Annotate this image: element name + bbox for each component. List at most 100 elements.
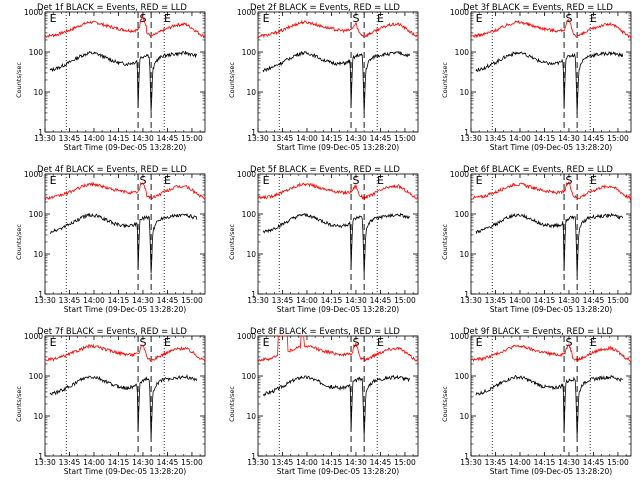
x-tick-label: 15:00 <box>394 134 416 143</box>
x-tick-label: 13:45 <box>485 458 507 467</box>
marker-label: S <box>565 336 572 349</box>
x-tick-label: 14:00 <box>509 296 531 305</box>
marker-label: E <box>263 12 270 25</box>
x-tick-label: 14:15 <box>321 296 343 305</box>
plot-frame <box>470 335 632 457</box>
x-tick-label: 13:30 <box>460 296 482 305</box>
x-axis-label: Start Time (09-Dec-05 13:28:20) <box>277 467 399 476</box>
y-axis-label: Counts/sec <box>228 224 236 260</box>
y-tick-label: 1 <box>251 128 256 137</box>
x-tick-label: 15:00 <box>394 296 416 305</box>
x-tick-label: 15:00 <box>181 296 203 305</box>
x-tick-label: 14:45 <box>157 458 179 467</box>
marker-label: E <box>50 336 57 349</box>
x-tick-label: 13:45 <box>59 296 81 305</box>
x-tick-label: 14:45 <box>157 134 179 143</box>
marker-label: E <box>377 12 384 25</box>
x-axis-label: Start Time (09-Dec-05 13:28:20) <box>64 143 186 152</box>
y-tick-label: 1 <box>251 452 256 461</box>
panel-title: Det 6f BLACK = Events, RED = LLD <box>463 165 613 175</box>
x-tick-label: 14:30 <box>558 134 580 143</box>
x-tick-label: 14:45 <box>370 296 392 305</box>
x-tick-label: 13:30 <box>34 134 56 143</box>
x-tick-label: 14:00 <box>509 134 531 143</box>
series-events-black <box>49 50 198 112</box>
x-tick-label: 15:00 <box>607 134 629 143</box>
marker-label: E <box>50 174 57 187</box>
x-tick-label: 14:00 <box>296 296 318 305</box>
y-axis-label: Counts/sec <box>441 224 449 260</box>
x-tick-label: 15:00 <box>181 458 203 467</box>
y-axis-label: Counts/sec <box>15 224 23 260</box>
x-tick-label: 13:30 <box>34 296 56 305</box>
x-tick-label: 13:45 <box>272 296 294 305</box>
panel-det-2: Det 2f BLACK = Events, RED = LLD 1 10 100 10… <box>228 3 419 152</box>
marker-label: E <box>590 12 597 25</box>
y-axis-label: Counts/sec <box>15 62 23 98</box>
y-tick-label: 10 <box>33 412 43 421</box>
y-tick-label: 100 <box>455 48 470 57</box>
plot-frame <box>470 173 632 295</box>
y-axis-label: Counts/sec <box>441 386 449 422</box>
x-tick-label: 13:30 <box>247 296 269 305</box>
x-tick-label: 14:30 <box>132 458 154 467</box>
x-tick-label: 14:30 <box>345 134 367 143</box>
marker-label: E <box>476 12 483 25</box>
y-tick-label: 1 <box>464 290 469 299</box>
panel-title: Det 2f BLACK = Events, RED = LLD <box>250 3 400 13</box>
y-axis-label: Counts/sec <box>228 386 236 422</box>
y-tick-label: 100 <box>455 210 470 219</box>
x-tick-label: 14:15 <box>108 458 130 467</box>
series-events-black <box>262 374 411 437</box>
y-tick-label: 10 <box>246 250 256 259</box>
y-tick-label: 1000 <box>24 170 43 179</box>
y-tick-label: 1 <box>464 452 469 461</box>
marker-label: E <box>476 174 483 187</box>
y-tick-label: 10 <box>459 250 469 259</box>
series-events-black <box>475 51 624 115</box>
series-lld-red <box>44 181 206 201</box>
y-tick-label: 1000 <box>450 332 469 341</box>
x-tick-label: 13:30 <box>460 458 482 467</box>
y-tick-label: 10 <box>33 250 43 259</box>
panel-det-8: Det 8f BLACK = Events, RED = LLD 1 10 100 10… <box>228 327 419 476</box>
series-events-black <box>475 212 624 276</box>
series-lld-red <box>470 181 632 201</box>
marker-label: S <box>352 174 359 187</box>
x-tick-label: 14:30 <box>345 458 367 467</box>
marker-label: S <box>352 12 359 25</box>
y-tick-label: 1000 <box>237 332 256 341</box>
marker-label: S <box>565 174 572 187</box>
x-tick-label: 15:00 <box>607 458 629 467</box>
y-tick-label: 100 <box>242 372 257 381</box>
marker-label: E <box>164 174 171 187</box>
series-lld-red <box>257 182 419 200</box>
y-tick-label: 10 <box>33 88 43 97</box>
y-tick-label: 100 <box>29 210 44 219</box>
x-tick-label: 14:30 <box>558 296 580 305</box>
y-axis-label: Counts/sec <box>15 386 23 422</box>
marker-label: E <box>164 12 171 25</box>
x-tick-label: 14:15 <box>534 458 556 467</box>
y-tick-label: 100 <box>29 372 44 381</box>
x-axis-label: Start Time (09-Dec-05 13:28:20) <box>490 305 612 314</box>
x-axis-label: Start Time (09-Dec-05 13:28:20) <box>64 467 186 476</box>
x-tick-label: 13:30 <box>247 134 269 143</box>
y-tick-label: 10 <box>459 412 469 421</box>
panel-det-9: Det 9f BLACK = Events, RED = LLD 1 10 100 10… <box>441 327 632 476</box>
x-tick-label: 13:45 <box>485 134 507 143</box>
x-tick-label: 14:30 <box>558 458 580 467</box>
panel-det-5: Det 5f BLACK = Events, RED = LLD 1 10 100 10… <box>228 165 419 314</box>
y-tick-label: 1 <box>38 290 43 299</box>
x-tick-label: 15:00 <box>181 134 203 143</box>
x-tick-label: 13:30 <box>34 458 56 467</box>
x-tick-label: 14:15 <box>108 296 130 305</box>
panel-title: Det 9f BLACK = Events, RED = LLD <box>463 327 613 337</box>
series-lld-red <box>257 335 419 362</box>
x-tick-label: 14:00 <box>296 134 318 143</box>
series-events-black <box>49 374 198 439</box>
x-tick-label: 15:00 <box>394 458 416 467</box>
panel-title: Det 5f BLACK = Events, RED = LLD <box>250 165 400 175</box>
series-events-black <box>262 212 411 275</box>
y-tick-label: 10 <box>246 88 256 97</box>
